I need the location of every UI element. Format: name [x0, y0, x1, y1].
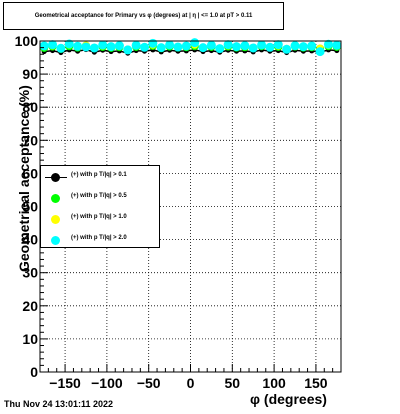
data-point — [257, 40, 267, 50]
data-point — [307, 41, 317, 51]
data-series — [39, 38, 342, 57]
y-tick-label: 30 — [22, 265, 38, 281]
axis-ticks: −150 −100 −50 0 50 100 150 0 10 20 30 40 50 60 70 80 90 1… — [15, 33, 342, 391]
data-point — [89, 43, 99, 53]
legend-marker — [51, 194, 60, 203]
legend-label: (+) with p T/|q| > 0.5 — [71, 193, 127, 199]
legend-marker — [51, 236, 60, 245]
x-tick-label: 0 — [187, 375, 195, 391]
data-point — [315, 47, 325, 57]
legend-item: (+) with p T/|q| > 1.0 — [41, 211, 159, 229]
y-tick-label: 0 — [30, 364, 38, 380]
y-tick-label: 40 — [22, 232, 38, 248]
legend: (+) with p T/|q| > 0.1 (+) with p T/|q| … — [40, 165, 160, 248]
data-point — [106, 42, 116, 52]
y-tick-label: 10 — [22, 331, 38, 347]
x-tick-label: −100 — [91, 375, 123, 391]
y-tick-label: 20 — [22, 298, 38, 314]
legend-label: (+) with p T/|q| > 1.0 — [71, 214, 127, 220]
y-tick-label: 60 — [22, 165, 38, 181]
data-point — [56, 43, 66, 53]
data-point — [215, 44, 225, 54]
series-3 — [39, 38, 342, 57]
legend-item: (+) with p T/|q| > 2.0 — [41, 232, 159, 250]
x-tick-label: 150 — [304, 375, 328, 391]
legend-marker — [51, 173, 60, 182]
data-point — [206, 40, 216, 50]
data-point — [81, 42, 91, 52]
data-point — [156, 43, 166, 53]
data-point — [265, 42, 275, 52]
data-point — [98, 40, 108, 50]
data-point — [123, 45, 133, 55]
data-point — [165, 40, 175, 50]
data-point — [298, 42, 308, 52]
y-tick-label: 80 — [22, 99, 38, 115]
data-point — [231, 42, 241, 52]
data-point — [114, 41, 124, 51]
data-point — [248, 43, 258, 53]
x-axis-label: φ (degrees) — [250, 391, 327, 407]
y-tick-label: 100 — [15, 33, 39, 49]
data-point — [48, 40, 58, 50]
data-point — [181, 41, 191, 51]
x-tick-label: −50 — [137, 375, 161, 391]
data-point — [240, 41, 250, 51]
legend-marker — [51, 215, 60, 224]
y-tick-label: 50 — [22, 199, 38, 215]
data-point — [190, 38, 200, 48]
data-point — [73, 41, 83, 51]
data-point — [140, 42, 150, 52]
data-point — [131, 40, 141, 50]
data-point — [198, 43, 208, 53]
data-point — [332, 40, 342, 50]
legend-label: (+) with p T/|q| > 2.0 — [71, 235, 127, 241]
legend-item: (+) with p T/|q| > 0.1 — [41, 169, 159, 187]
data-point — [39, 41, 49, 51]
chart-title: Geometrical acceptance for Primary vs φ … — [34, 13, 253, 19]
data-point — [273, 40, 283, 50]
data-point — [148, 38, 158, 48]
x-tick-label: −150 — [49, 375, 81, 391]
data-point — [173, 42, 183, 52]
data-point — [223, 40, 233, 50]
data-point — [323, 39, 333, 49]
y-tick-label: 90 — [22, 66, 38, 82]
legend-item: (+) with p T/|q| > 0.5 — [41, 190, 159, 208]
y-tick-label: 70 — [22, 132, 38, 148]
chart-title-box: Geometrical acceptance for Primary vs φ … — [3, 2, 284, 30]
legend-label: (+) with p T/|q| > 0.1 — [71, 172, 127, 178]
y-axis-label: Geometrical acceptance (%) — [16, 85, 32, 272]
data-point — [282, 44, 292, 54]
data-point — [290, 41, 300, 51]
data-point — [64, 39, 74, 49]
x-tick-label: 50 — [225, 375, 241, 391]
timestamp-footer: Thu Nov 24 13:01:11 2022 — [4, 399, 114, 409]
x-tick-label: 100 — [262, 375, 286, 391]
